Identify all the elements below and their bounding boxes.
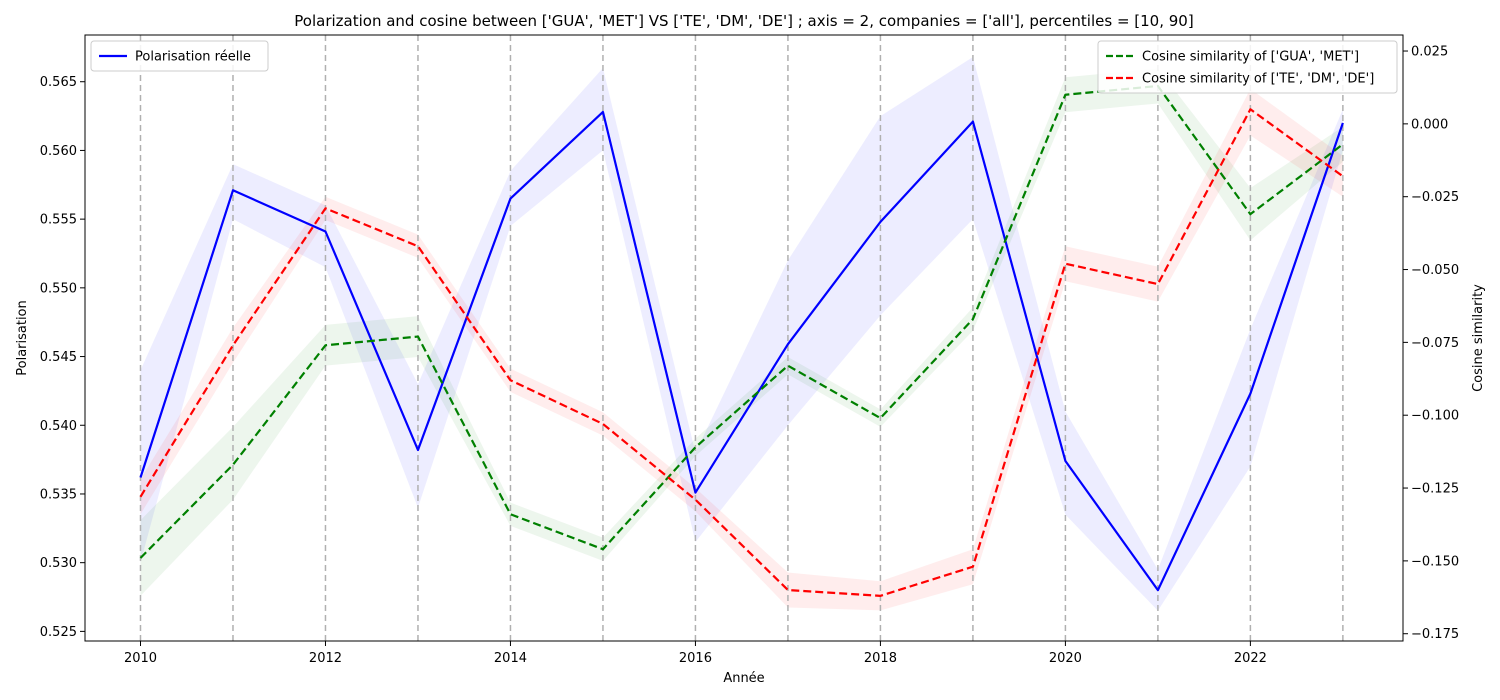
y-left-tick-label: 0.560 <box>40 144 77 159</box>
x-axis: 2010 2012 2014 2016 2018 2020 2022 <box>124 641 1267 666</box>
confidence-bands <box>140 56 1343 611</box>
y-axis-left: 0.525 0.530 0.535 0.540 0.545 0.550 0.555 0.560… <box>40 75 85 640</box>
y-right-tick-label: 0.000 <box>1411 117 1448 132</box>
confidence-band-0 <box>140 56 1343 611</box>
x-tick-label: 2018 <box>864 651 897 666</box>
x-tick-label: 2010 <box>124 651 157 666</box>
y-right-tick-label: −0.150 <box>1411 554 1459 569</box>
x-tick-label: 2022 <box>1234 651 1267 666</box>
x-tick-label: 2020 <box>1049 651 1082 666</box>
legend-label: Polarisation réelle <box>135 50 251 65</box>
y-right-tick-label: −0.100 <box>1411 409 1459 424</box>
legend-box <box>90 40 269 72</box>
x-tick-label: 2016 <box>679 651 712 666</box>
plot-frame <box>84 34 1404 642</box>
y-axis-right-label: Cosine similarity <box>1471 284 1486 392</box>
series-line-2 <box>139 108 1344 597</box>
y-right-tick-label: −0.175 <box>1411 627 1459 642</box>
series-line-0 <box>139 110 1344 592</box>
series-line-1 <box>139 84 1344 559</box>
legend-label: Cosine similarity of ['TE', 'DM', 'DE'] <box>1142 72 1374 87</box>
y-left-tick-label: 0.550 <box>40 281 77 296</box>
y-axis-left-label: Polarisation <box>15 300 30 376</box>
y-left-tick-label: 0.535 <box>40 487 77 502</box>
y-left-tick-label: 0.530 <box>40 556 77 571</box>
chart-title: Polarization and cosine between ['GUA', … <box>294 12 1193 30</box>
confidence-band-1 <box>140 68 1343 596</box>
x-axis-label: Année <box>723 671 764 686</box>
x-tick-label: 2012 <box>309 651 342 666</box>
series-lines <box>139 84 1344 597</box>
y-left-tick-label: 0.525 <box>40 625 77 640</box>
legend-right: Cosine similarity of ['GUA', 'MET'] Cosin… <box>1097 40 1398 94</box>
y-left-tick-label: 0.540 <box>40 419 77 434</box>
y-right-tick-label: −0.125 <box>1411 482 1459 497</box>
year-gridlines <box>139 35 1344 641</box>
legend-label: Cosine similarity of ['GUA', 'MET'] <box>1142 50 1359 65</box>
legend-left: Polarisation réelle <box>90 40 269 72</box>
y-axis-right: −0.175 −0.150 −0.125 −0.100 −0.075 −0.050 −0.0… <box>1403 45 1459 642</box>
y-right-tick-label: −0.050 <box>1411 263 1459 278</box>
y-left-tick-label: 0.545 <box>40 350 77 365</box>
x-tick-label: 2014 <box>494 651 527 666</box>
y-right-tick-label: −0.075 <box>1411 336 1459 351</box>
y-left-tick-label: 0.555 <box>40 213 77 228</box>
y-left-tick-label: 0.565 <box>40 75 77 90</box>
y-right-tick-label: 0.025 <box>1411 45 1448 60</box>
y-right-tick-label: −0.025 <box>1411 190 1459 205</box>
legend-box <box>1097 40 1398 94</box>
